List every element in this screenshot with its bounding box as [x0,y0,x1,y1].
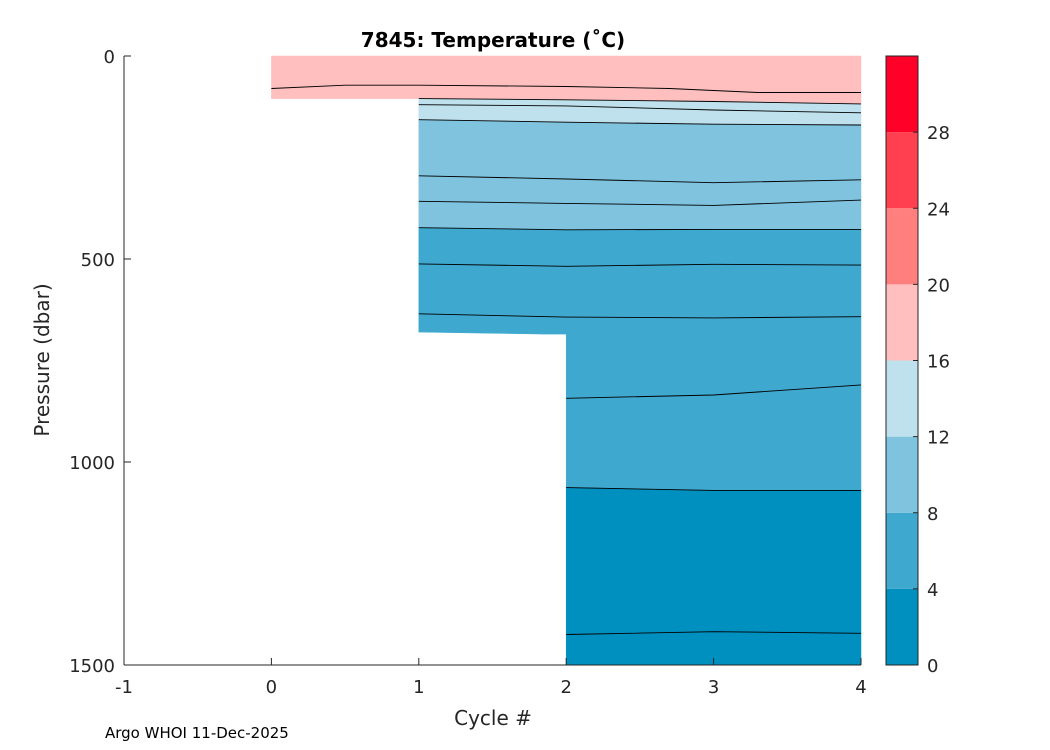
x-tick-label: 4 [855,677,866,698]
y-tick-label: 0 [104,47,115,68]
contour-sub-8a [418,175,862,184]
colorbar-tick-label: 0 [927,656,938,677]
x-axis-label: Cycle # [454,706,532,730]
contour-line-layer [271,84,862,635]
contour-fill-layer [271,55,862,666]
x-tick-label: -1 [115,677,133,698]
colorbar-tick-label: 24 [927,199,950,220]
contour-sub-4a [418,263,862,267]
axes: -1 0 1 2 3 4 0 500 1000 1500 [69,47,867,698]
band-4-8 [418,227,862,491]
x-tick-label: 3 [708,677,719,698]
colorbar-tick-label: 16 [927,352,950,373]
footer-credit: Argo WHOI 11-Dec-2025 [105,724,289,742]
colorbar-segment [886,512,918,589]
colorbar: 0 4 8 12 16 20 24 28 [885,55,950,677]
colorbar-segment [886,132,918,209]
x-tick-label: 2 [560,677,571,698]
contour-sub-0 [566,631,862,635]
contour-12-8 [418,119,862,126]
contour-4-0 [566,487,861,491]
colorbar-segment [886,436,918,513]
colorbar-tick-label: 28 [927,123,950,144]
band-16-20 [271,55,862,105]
contour-sub-8b [418,199,862,206]
colorbar-tick-label: 4 [927,580,938,601]
chart-title: 7845: Temperature (˚C) [361,28,625,52]
band-0-4 [565,487,862,666]
contour-sub-12 [418,104,862,114]
x-tick-label: 1 [413,677,424,698]
colorbar-segment [886,360,918,437]
y-tick-label: 500 [81,250,115,271]
contour-sub-20 [271,84,861,93]
contour-sub-4b [418,313,862,319]
contour-sub-4c [566,384,862,399]
colorbar-segment [886,56,918,133]
y-tick-label: 1500 [69,656,115,677]
y-axis-label: Pressure (dbar) [30,283,54,436]
y-tick-label: 1000 [69,453,115,474]
colorbar-segment [886,588,918,665]
x-tick-label: 0 [266,677,277,698]
colorbar-tick-label: 8 [927,504,938,525]
colorbar-tick-label: 20 [927,275,950,296]
colorbar-tick-label: 12 [927,428,950,449]
colorbar-segment [886,284,918,361]
colorbar-segment [886,208,918,285]
band-8-12 [418,119,862,231]
contour-16-12 [418,98,862,105]
contour-8-4 [418,227,861,231]
